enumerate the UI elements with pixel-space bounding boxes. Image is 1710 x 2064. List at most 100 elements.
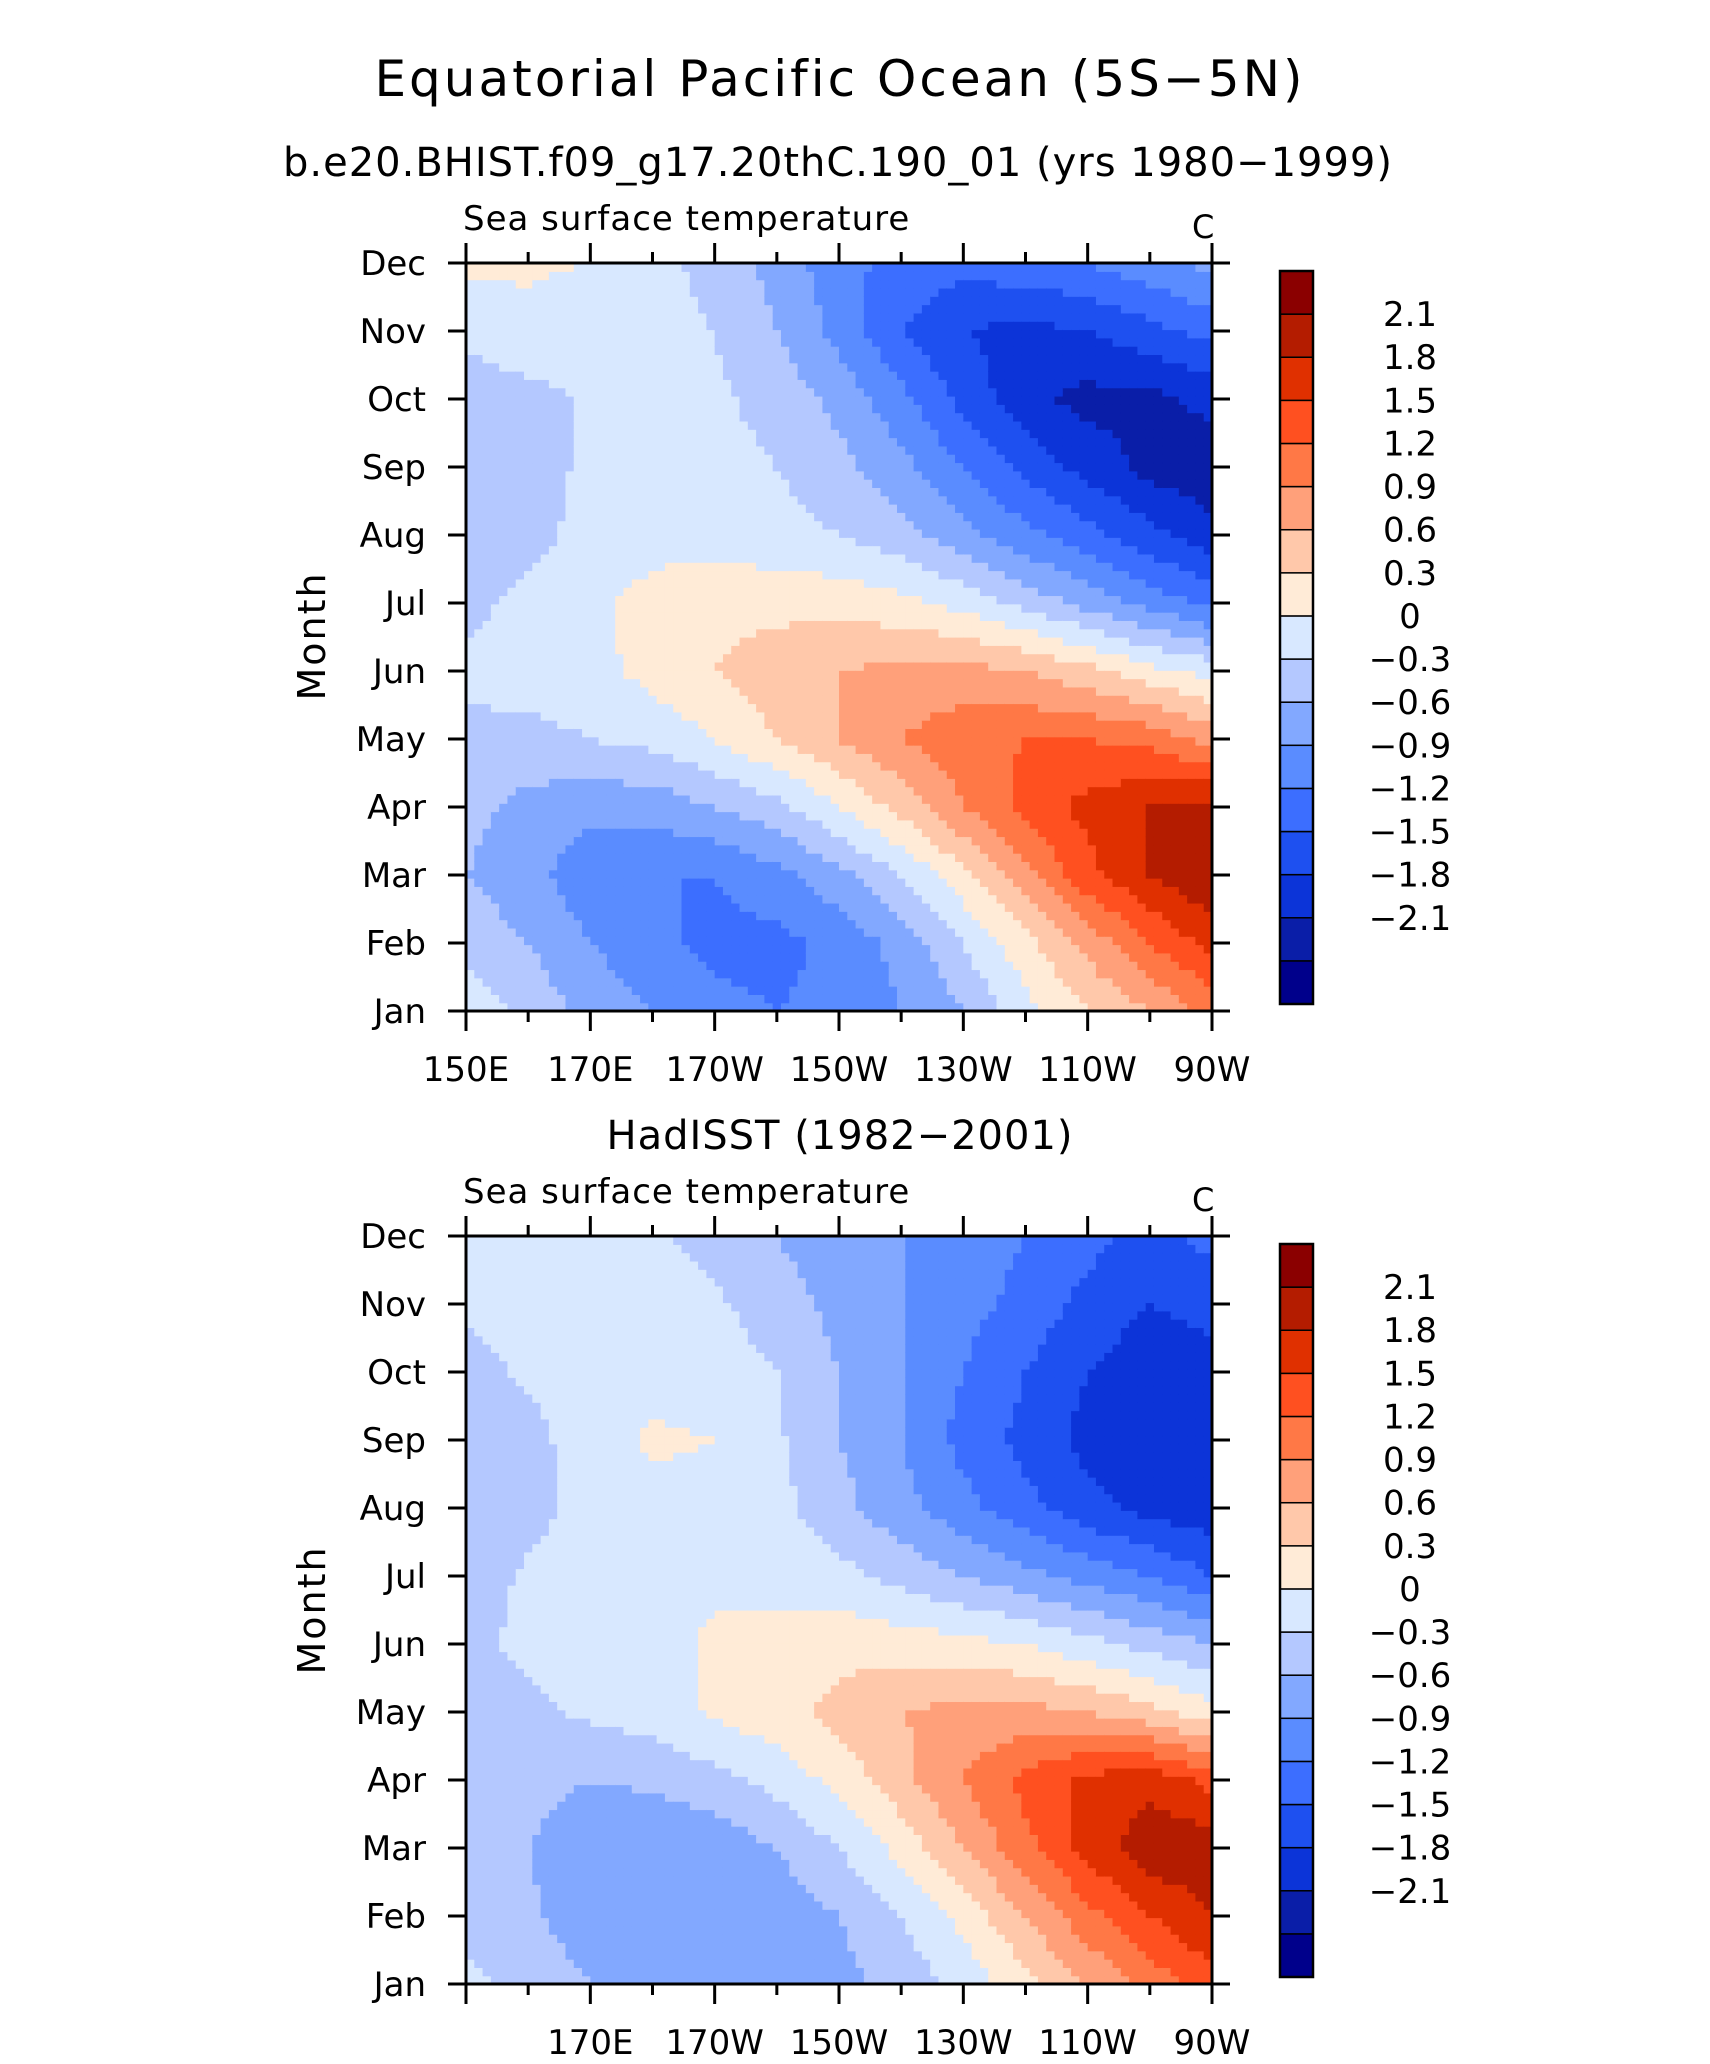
heatmap-cell [507,994,517,1004]
heatmap-cell [905,878,915,887]
heatmap-cell [615,753,625,763]
heatmap-cell [490,437,500,447]
heatmap-cell [606,836,616,846]
heatmap-cell [888,844,898,854]
heatmap-cell [722,977,732,987]
heatmap-cell [507,670,517,680]
heatmap-cell [623,504,633,513]
heatmap-cell [913,412,923,422]
heatmap-cell [466,487,475,497]
heatmap-cell [897,479,906,488]
heatmap-cell [499,412,509,422]
heatmap-cell [698,745,707,754]
heatmap-cell [731,437,741,447]
heatmap-cell [640,512,649,522]
heatmap-cell [648,512,658,522]
heatmap-cell [681,462,691,472]
heatmap-cell [482,637,492,646]
heatmap-cell [888,487,898,497]
heatmap-cell [573,628,583,638]
heatmap-cell [805,470,815,480]
heatmap-cell [756,528,765,538]
heatmap-cell [764,653,774,663]
heatmap-cell [673,371,683,380]
heatmap-cell [482,329,492,339]
heatmap-cell [573,994,583,1004]
heatmap-cell [731,628,741,638]
heatmap-cell [789,437,799,447]
heatmap-cell [482,437,492,447]
heatmap-cell [714,528,724,538]
heatmap-cell [772,603,782,613]
heatmap-cell [482,570,492,580]
heatmap-cell [706,661,716,671]
heatmap-cell [805,753,815,763]
heatmap-cell [507,819,517,829]
heatmap-cell [557,603,567,613]
heatmap-cell [681,287,691,297]
heatmap-cell [565,678,575,688]
heatmap-cell [582,828,591,838]
heatmap-cell [615,470,625,480]
heatmap-cell [664,961,674,971]
heatmap-cell [731,395,741,405]
heatmap-cell [524,404,533,414]
heatmap-cell [897,263,906,272]
heatmap-cell [706,612,716,621]
heatmap-cell [524,936,533,946]
heatmap-cell [905,803,915,813]
heatmap-cell [839,595,848,605]
heatmap-cell [524,520,533,530]
heatmap-cell [731,736,741,746]
heatmap-cell [565,736,575,746]
heatmap-cell [524,977,533,987]
heatmap-cell [756,936,765,946]
heatmap-cell [590,337,600,347]
heatmap-cell [822,986,832,995]
heatmap-cell [756,894,765,904]
heatmap-cell [847,312,857,322]
heatmap-cell [780,312,790,322]
heatmap-cell [722,263,732,272]
heatmap-cell [499,470,509,480]
heatmap-cell [814,645,824,655]
heatmap-cell [921,861,931,871]
heatmap-cell [474,620,484,630]
heatmap-cell [515,803,525,813]
heatmap-cell [606,454,616,464]
heatmap-cell [474,828,484,838]
heatmap-cell [631,570,641,580]
heatmap-cell [706,412,716,422]
heatmap-cell [466,479,475,488]
heatmap-cell [499,986,509,995]
heatmap-cell [515,395,525,405]
heatmap-cell [606,321,616,331]
heatmap-cell [747,470,757,480]
heatmap-cell [689,612,699,621]
heatmap-cell [656,412,666,422]
heatmap-cell [839,803,848,813]
heatmap-cell [797,387,807,397]
heatmap-cell [648,786,658,796]
heatmap-cell [921,678,931,688]
heatmap-cell [731,454,741,464]
heatmap-cell [681,653,691,663]
heatmap-cell [756,720,765,730]
heatmap-cell [565,819,575,829]
heatmap-cell [689,969,699,979]
heatmap-cell [805,445,815,455]
heatmap-cell [656,420,666,430]
heatmap-cell [598,936,608,946]
heatmap-cell [731,504,741,513]
heatmap-cell [573,487,583,497]
heatmap-cell [640,670,649,680]
heatmap-cell [921,1002,931,1012]
heatmap-cell [524,853,533,862]
heatmap-cell [656,794,666,804]
heatmap-cell [822,520,832,530]
heatmap-cell [805,819,815,829]
heatmap-cell [880,961,890,971]
heatmap-cell [805,537,815,547]
heatmap-cell [565,570,575,580]
heatmap-cell [921,720,931,730]
